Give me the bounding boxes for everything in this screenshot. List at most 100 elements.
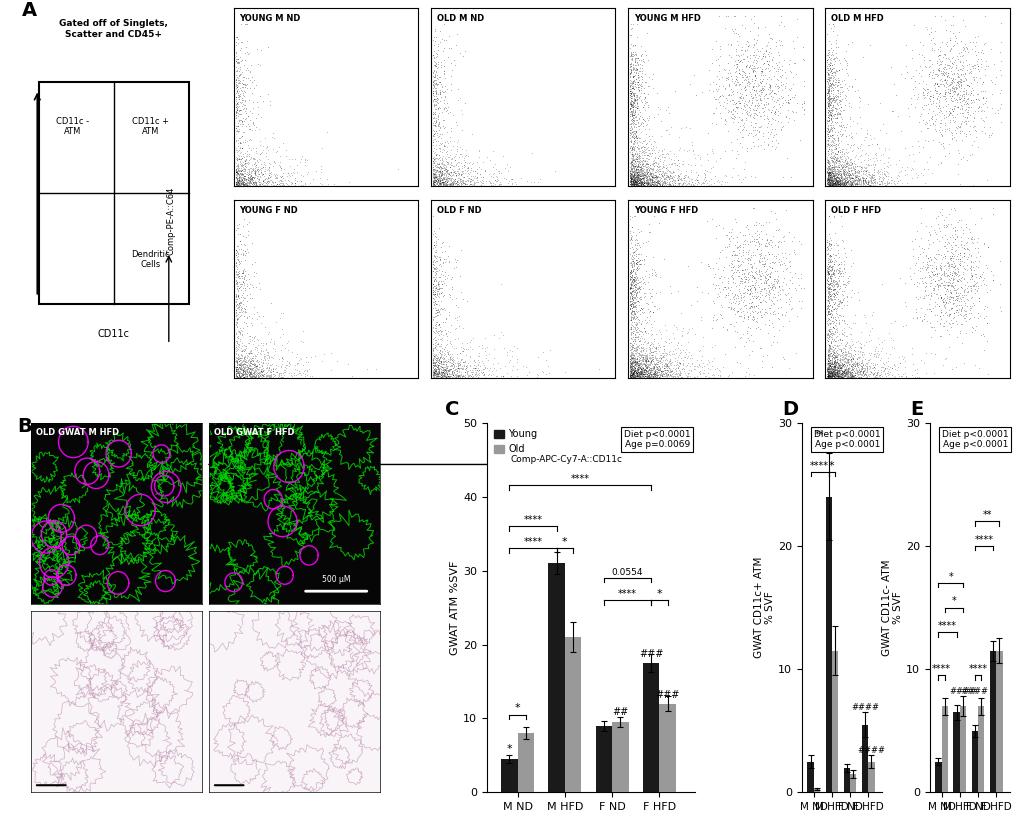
Point xyxy=(937,262,954,275)
Point xyxy=(246,176,262,190)
Point xyxy=(945,82,961,95)
Point xyxy=(427,98,443,111)
Point xyxy=(235,178,252,191)
Point xyxy=(430,101,446,114)
Point xyxy=(434,324,450,337)
Point xyxy=(427,282,443,295)
Point xyxy=(645,140,661,153)
Point xyxy=(228,362,245,375)
Point xyxy=(962,232,978,245)
Point xyxy=(630,367,646,380)
Point xyxy=(667,364,684,377)
Point xyxy=(828,135,845,148)
Point xyxy=(431,122,447,135)
Point xyxy=(921,119,937,132)
Point xyxy=(625,174,641,187)
Point xyxy=(833,175,849,188)
Point xyxy=(430,77,446,90)
Point xyxy=(246,307,262,320)
Point xyxy=(967,124,983,137)
Point xyxy=(737,273,753,286)
Point xyxy=(431,350,447,364)
Point xyxy=(838,352,854,365)
Point xyxy=(824,351,841,364)
Point xyxy=(627,62,643,75)
Point xyxy=(628,97,644,110)
Point xyxy=(819,332,836,345)
Point xyxy=(930,267,947,280)
Point xyxy=(628,154,644,167)
Point xyxy=(425,154,441,167)
Point xyxy=(427,160,443,173)
Point xyxy=(429,325,445,338)
Point xyxy=(622,68,638,81)
Point xyxy=(827,177,844,190)
Point xyxy=(822,139,839,152)
Point xyxy=(240,359,257,372)
Point xyxy=(662,166,679,179)
Point xyxy=(627,176,643,189)
Point xyxy=(836,176,852,189)
Point xyxy=(829,158,846,172)
Point xyxy=(690,359,706,372)
Point xyxy=(846,163,862,176)
Point xyxy=(458,144,474,157)
Point xyxy=(624,70,640,83)
Point xyxy=(649,362,665,375)
Point xyxy=(623,266,639,279)
Point xyxy=(821,178,838,191)
Point xyxy=(827,364,844,377)
Point xyxy=(944,128,960,141)
Point xyxy=(248,78,264,92)
Point xyxy=(819,371,836,384)
Point xyxy=(427,252,443,265)
Point xyxy=(238,178,255,191)
Point xyxy=(866,176,882,189)
Point xyxy=(824,257,841,270)
Point xyxy=(844,177,860,190)
Point xyxy=(248,178,264,191)
Point xyxy=(948,292,964,305)
Point xyxy=(623,177,639,190)
Point xyxy=(743,108,759,121)
Point xyxy=(647,367,663,380)
Point xyxy=(826,178,843,191)
Point xyxy=(446,172,463,185)
Point xyxy=(835,173,851,186)
Point xyxy=(837,340,853,353)
Point xyxy=(822,268,839,281)
Point xyxy=(637,174,653,187)
Point xyxy=(733,48,749,61)
Point xyxy=(229,103,246,116)
Point xyxy=(623,371,639,384)
Point xyxy=(639,178,655,191)
Point xyxy=(829,297,846,310)
Point xyxy=(644,363,660,376)
Point xyxy=(255,94,271,107)
Point xyxy=(654,350,671,363)
Point xyxy=(254,368,270,382)
Point xyxy=(825,333,842,346)
Point xyxy=(622,175,638,188)
Point xyxy=(229,299,246,312)
Point xyxy=(272,343,288,356)
Point xyxy=(882,176,899,190)
Point xyxy=(822,360,839,373)
Point xyxy=(827,357,844,370)
Point xyxy=(233,92,250,105)
Point xyxy=(437,178,453,191)
Point xyxy=(643,289,659,302)
Point xyxy=(443,176,460,190)
Point xyxy=(460,172,476,185)
Point xyxy=(643,357,659,370)
Point xyxy=(829,360,846,373)
Point xyxy=(740,60,756,74)
Point xyxy=(846,367,862,380)
Point xyxy=(912,202,928,215)
Point xyxy=(229,85,246,98)
Point xyxy=(625,369,641,382)
Point xyxy=(823,350,840,364)
Point xyxy=(833,176,849,190)
Point xyxy=(819,164,836,177)
Point xyxy=(518,361,534,374)
